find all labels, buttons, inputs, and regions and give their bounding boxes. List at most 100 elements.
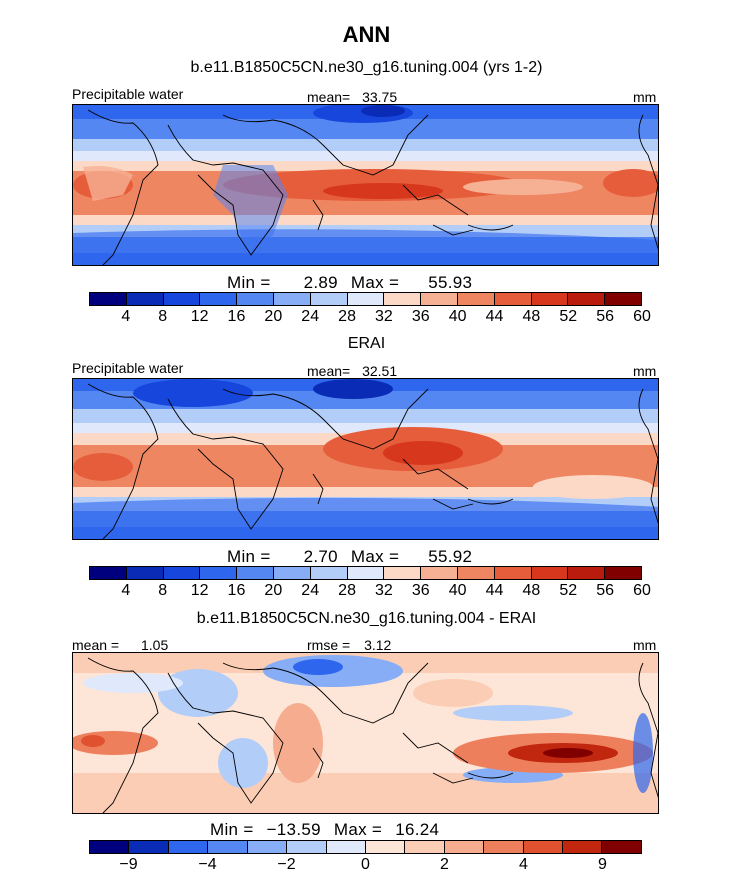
- colorbar-tick-label: 60: [633, 582, 651, 599]
- colorbar-tick-label: 52: [559, 308, 578, 325]
- panel1-max-value: 55.93: [428, 273, 473, 292]
- colorbar-tick-label: 0: [361, 856, 370, 873]
- colorbar-tick-label: 9: [598, 856, 607, 873]
- colorbar-swatch: [494, 293, 532, 305]
- colorbar-swatch: [347, 567, 385, 579]
- colorbar-tick-label: 56: [596, 308, 615, 325]
- panel2-min-label: Min =: [227, 547, 271, 566]
- colorbar-tick-label: 24: [301, 582, 320, 599]
- colorbar-tick-label: 32: [375, 582, 393, 599]
- panel3-rmse-value: 3.12: [364, 637, 392, 653]
- colorbar-tick-label: 20: [264, 308, 283, 325]
- colorbar-swatch: [326, 841, 366, 853]
- panel1-map: [72, 104, 659, 266]
- colorbar-swatch: [90, 293, 127, 305]
- colorbar-swatch: [273, 567, 311, 579]
- panel1-mean-value: 33.75: [362, 89, 398, 105]
- colorbar-swatch: [287, 841, 327, 853]
- panel1-stats: Min = 2.89 Max = 55.93: [227, 273, 472, 293]
- panel3-mean: mean = 1.05: [72, 637, 168, 653]
- panel3-mean-value: 1.05: [140, 637, 169, 653]
- colorbar-swatch: [237, 567, 274, 579]
- panel3-subtitle: b.e11.B1850C5CN.ne30_g16.tuning.004 - ER…: [196, 610, 537, 627]
- panel2-map: [72, 378, 659, 540]
- panel1-variable-label: Precipitable water: [72, 86, 184, 102]
- panel1-subtitle: b.e11.B1850C5CN.ne30_g16.tuning.004 (yrs…: [190, 59, 543, 76]
- colorbar-swatch: [200, 293, 238, 305]
- colorbar-swatch: [484, 841, 524, 853]
- panel2-max-label: Max =: [350, 547, 400, 566]
- panel2-map-svg: [73, 379, 658, 539]
- panel3-min-label: Min =: [210, 820, 254, 839]
- panel3-map-svg: [73, 653, 658, 813]
- colorbar-swatch: [405, 841, 445, 853]
- colorbar-swatch: [310, 567, 348, 579]
- colorbar-tick-label: 40: [448, 308, 467, 325]
- panel2-mean-label: mean=: [307, 363, 351, 379]
- panel1-colorbar: [89, 292, 642, 306]
- panel1-units: mm: [633, 89, 657, 105]
- colorbar-swatch: [568, 293, 606, 305]
- colorbar-tick-label: 4: [121, 582, 131, 599]
- colorbar-swatch: [531, 293, 569, 305]
- colorbar-tick-label: 28: [338, 308, 356, 325]
- colorbar-swatch: [237, 293, 274, 305]
- colorbar-tick-label: 4: [519, 856, 528, 873]
- panel2-mean-value: 32.51: [362, 363, 398, 379]
- colorbar-swatch: [523, 841, 564, 853]
- colorbar-tick-label: 60: [633, 308, 651, 325]
- colorbar-tick-label: 56: [596, 582, 615, 599]
- colorbar-swatch: [494, 567, 532, 579]
- colorbar-swatch: [421, 567, 458, 579]
- colorbar-tick-label: 16: [227, 582, 246, 599]
- colorbar-tick-label: 16: [227, 308, 246, 325]
- panel2-max-value: 55.92: [428, 547, 473, 566]
- panel1-max-label: Max =: [350, 273, 400, 292]
- colorbar-swatch: [90, 567, 127, 579]
- colorbar-tick-label: 48: [522, 582, 541, 599]
- colorbar-swatch: [457, 567, 495, 579]
- colorbar-tick-label: 8: [158, 308, 168, 325]
- colorbar-tick-label: 2: [440, 856, 449, 873]
- colorbar-tick-label: −2: [277, 856, 296, 873]
- panel1-mean: mean= 33.75: [307, 89, 397, 105]
- panel3-max-label: Max =: [333, 820, 383, 839]
- panel2-variable-label: Precipitable water: [72, 360, 184, 376]
- colorbar-swatch: [347, 293, 385, 305]
- colorbar-swatch: [310, 293, 348, 305]
- colorbar-tick-label: 12: [190, 582, 209, 599]
- colorbar-swatch: [168, 841, 209, 853]
- colorbar-swatch: [384, 567, 422, 579]
- panel2-subtitle: ERAI: [347, 335, 386, 352]
- colorbar-swatch: [126, 567, 164, 579]
- panel3-mean-label: mean =: [72, 637, 120, 653]
- colorbar-tick-label: −9: [119, 856, 138, 873]
- colorbar-tick-label: 32: [375, 308, 393, 325]
- panel3-map: [72, 652, 659, 814]
- panel3-max-value: 16.24: [395, 820, 440, 839]
- panel1-map-svg: [73, 105, 658, 265]
- colorbar-swatch: [129, 841, 169, 853]
- panel2-colorbar: [89, 566, 642, 580]
- panel3-rmse: rmse = 3.12: [307, 637, 391, 653]
- colorbar-tick-label: 28: [338, 582, 356, 599]
- colorbar-tick-label: 48: [522, 308, 541, 325]
- colorbar-swatch: [200, 567, 238, 579]
- colorbar-swatch: [247, 841, 288, 853]
- colorbar-swatch: [365, 841, 406, 853]
- colorbar-swatch: [163, 293, 201, 305]
- panel2-stats: Min = 2.70 Max = 55.92: [227, 547, 472, 567]
- colorbar-swatch: [163, 567, 201, 579]
- colorbar-tick-label: 40: [448, 582, 467, 599]
- panel3-rmse-label: rmse =: [307, 637, 351, 653]
- colorbar-swatch: [563, 841, 603, 853]
- colorbar-swatch: [421, 293, 458, 305]
- colorbar-swatch: [568, 567, 606, 579]
- colorbar-swatch: [605, 567, 641, 579]
- colorbar-swatch: [208, 841, 248, 853]
- colorbar-tick-label: 4: [121, 308, 131, 325]
- colorbar-tick-label: 20: [264, 582, 283, 599]
- panel2-mean: mean= 32.51: [307, 363, 397, 379]
- colorbar-swatch: [457, 293, 495, 305]
- colorbar-tick-label: 36: [411, 582, 430, 599]
